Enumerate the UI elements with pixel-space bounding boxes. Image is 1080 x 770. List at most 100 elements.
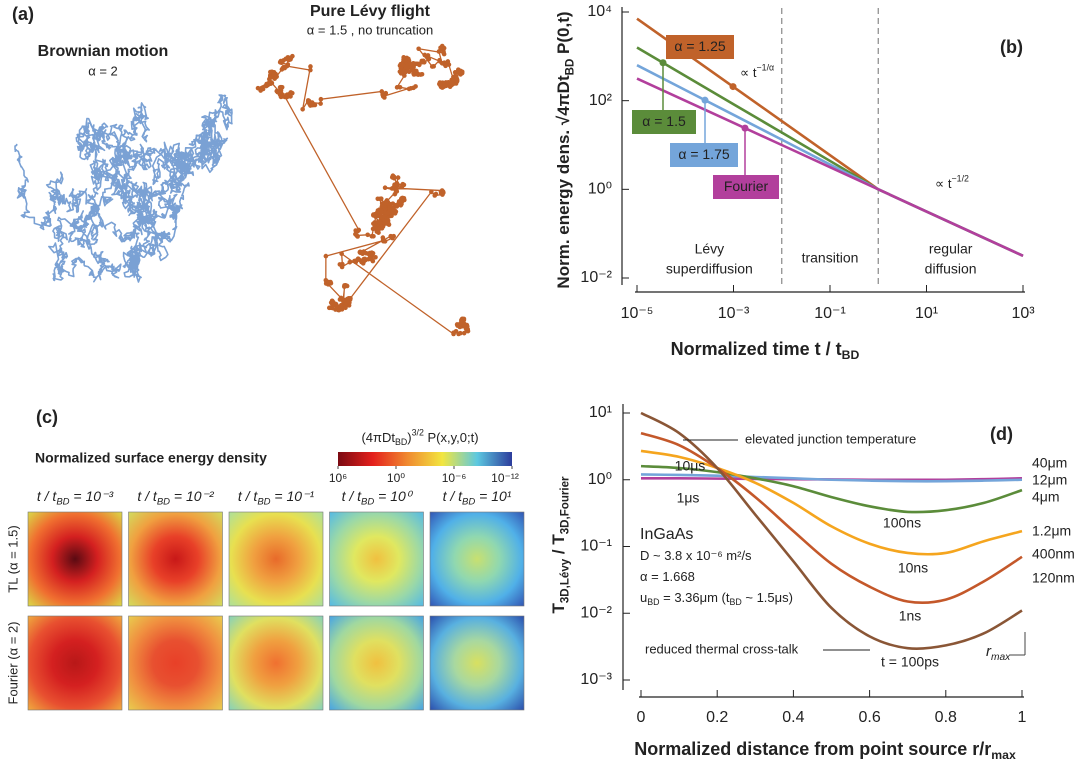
material-param: uBD = 3.36μm (tBD ~ 1.5μs) xyxy=(640,590,793,607)
walk-point xyxy=(378,196,384,201)
walk-point xyxy=(382,185,388,191)
y-tick-label: 10⁻¹ xyxy=(580,538,612,555)
text-part: α = 1.668 xyxy=(640,569,695,584)
walk-subtitle: α = 2 xyxy=(88,63,118,78)
curve-label: 10ns xyxy=(898,560,928,576)
slope-label: ∝ t−1/α xyxy=(740,63,774,81)
curve-label: 100ns xyxy=(883,515,921,531)
end-label: 1.2μm xyxy=(1032,523,1071,539)
text-part: D ~ 3.8 x 10⁻⁶ m²/s xyxy=(640,548,752,563)
x-tick-label: 10⁻³ xyxy=(718,305,750,322)
walk-point xyxy=(268,69,273,75)
walk-point xyxy=(394,180,400,186)
walk-point xyxy=(357,250,363,256)
walk-point xyxy=(429,189,434,195)
x-tick-label: 1 xyxy=(1018,709,1027,726)
walk-point xyxy=(369,233,375,239)
colorbar-tick-label: 10⁻⁶ xyxy=(442,471,467,485)
y-tick-label: 10⁴ xyxy=(587,3,612,20)
walk-point xyxy=(463,326,469,331)
walk-point xyxy=(390,173,396,178)
series-line xyxy=(636,77,1024,258)
walk-point xyxy=(458,330,463,336)
walk-point xyxy=(365,232,370,238)
series-line xyxy=(640,449,1023,556)
walk-point xyxy=(437,57,442,63)
text-part: r xyxy=(986,643,992,660)
series-line xyxy=(640,431,1023,605)
legend-dot xyxy=(659,59,667,67)
walk-point xyxy=(422,52,427,58)
end-label: 400nm xyxy=(1032,546,1075,562)
heatmap-cell xyxy=(128,615,223,711)
x-tick-label: 0 xyxy=(637,709,646,726)
material-name: InGaAs xyxy=(640,526,693,543)
text-part: BD xyxy=(56,496,69,507)
walk-point xyxy=(442,61,447,67)
walk-point xyxy=(405,65,410,70)
end-label: 12μm xyxy=(1032,472,1067,488)
row-label: Fourier (α = 2) xyxy=(5,621,20,704)
walk-point xyxy=(377,219,382,225)
annotation: reduced thermal cross-talk xyxy=(645,641,799,656)
text-part: BD xyxy=(361,496,374,507)
heatmap-cell xyxy=(128,511,223,607)
x-tick-label: 10¹ xyxy=(915,305,938,322)
walk-point xyxy=(348,295,353,301)
panel-label: (a) xyxy=(12,4,34,24)
legend-dot xyxy=(741,124,749,132)
material-param: α = 1.668 xyxy=(640,569,695,584)
legend-label: Fourier xyxy=(724,178,769,194)
text-part: Normalized time t / t xyxy=(671,339,842,359)
walk-point xyxy=(285,55,291,60)
walk-point xyxy=(290,53,295,59)
walk-point xyxy=(392,191,398,197)
text-part: BD xyxy=(395,437,407,447)
walk-point xyxy=(274,88,280,94)
walk-point xyxy=(447,80,453,86)
walk-point xyxy=(454,76,460,81)
walk-point xyxy=(373,214,379,220)
walk-point xyxy=(286,92,291,97)
y-tick-label: 10⁻² xyxy=(580,604,612,621)
walk-point xyxy=(375,196,381,202)
text-part: t / t xyxy=(342,488,363,504)
walk-point xyxy=(308,67,313,73)
panel-label: (d) xyxy=(990,424,1013,444)
walk-point xyxy=(343,305,348,311)
text-part: −1/α xyxy=(757,63,775,73)
x-tick-label: 10³ xyxy=(1011,305,1035,322)
end-label: 40μm xyxy=(1032,455,1067,471)
region-label: diffusion xyxy=(925,261,977,277)
text-part: = 10⁰ xyxy=(374,488,414,504)
text-part: ∝ t xyxy=(740,65,757,80)
region-label: superdiffusion xyxy=(666,261,753,277)
walk-point xyxy=(300,106,305,112)
walk-point xyxy=(409,67,415,73)
walk-point xyxy=(436,49,442,54)
x-tick-label: 0.8 xyxy=(935,709,957,726)
y-axis-label: T3D,Lévy / T3D,Fourier xyxy=(549,476,571,614)
text-part: BD xyxy=(647,597,659,607)
walk-point xyxy=(390,235,395,241)
heatmap-cell xyxy=(27,511,123,607)
column-label: t / tBD = 10⁰ xyxy=(342,488,414,507)
curve-label: t = 100ps xyxy=(881,654,939,670)
walk-point xyxy=(278,84,284,90)
text-part: (4πDt xyxy=(361,430,395,445)
walk-point xyxy=(347,259,353,265)
text-part: = 10¹ xyxy=(475,488,512,504)
column-label: t / tBD = 10⁻³ xyxy=(37,488,114,507)
text-part: BD xyxy=(564,59,576,76)
text-part: ∝ t xyxy=(935,176,952,191)
colorbar-tick-label: 10⁶ xyxy=(329,471,347,485)
panel-label: (b) xyxy=(1000,37,1023,57)
colorbar-tick-label: 10⁻¹² xyxy=(491,471,519,485)
legend-dot xyxy=(701,96,709,104)
annotation: elevated junction temperature xyxy=(745,431,916,446)
text-part: P(0,t) xyxy=(554,11,573,58)
brownian-trace xyxy=(14,94,233,283)
walk-point xyxy=(379,225,385,231)
text-part: t / t xyxy=(137,488,158,504)
